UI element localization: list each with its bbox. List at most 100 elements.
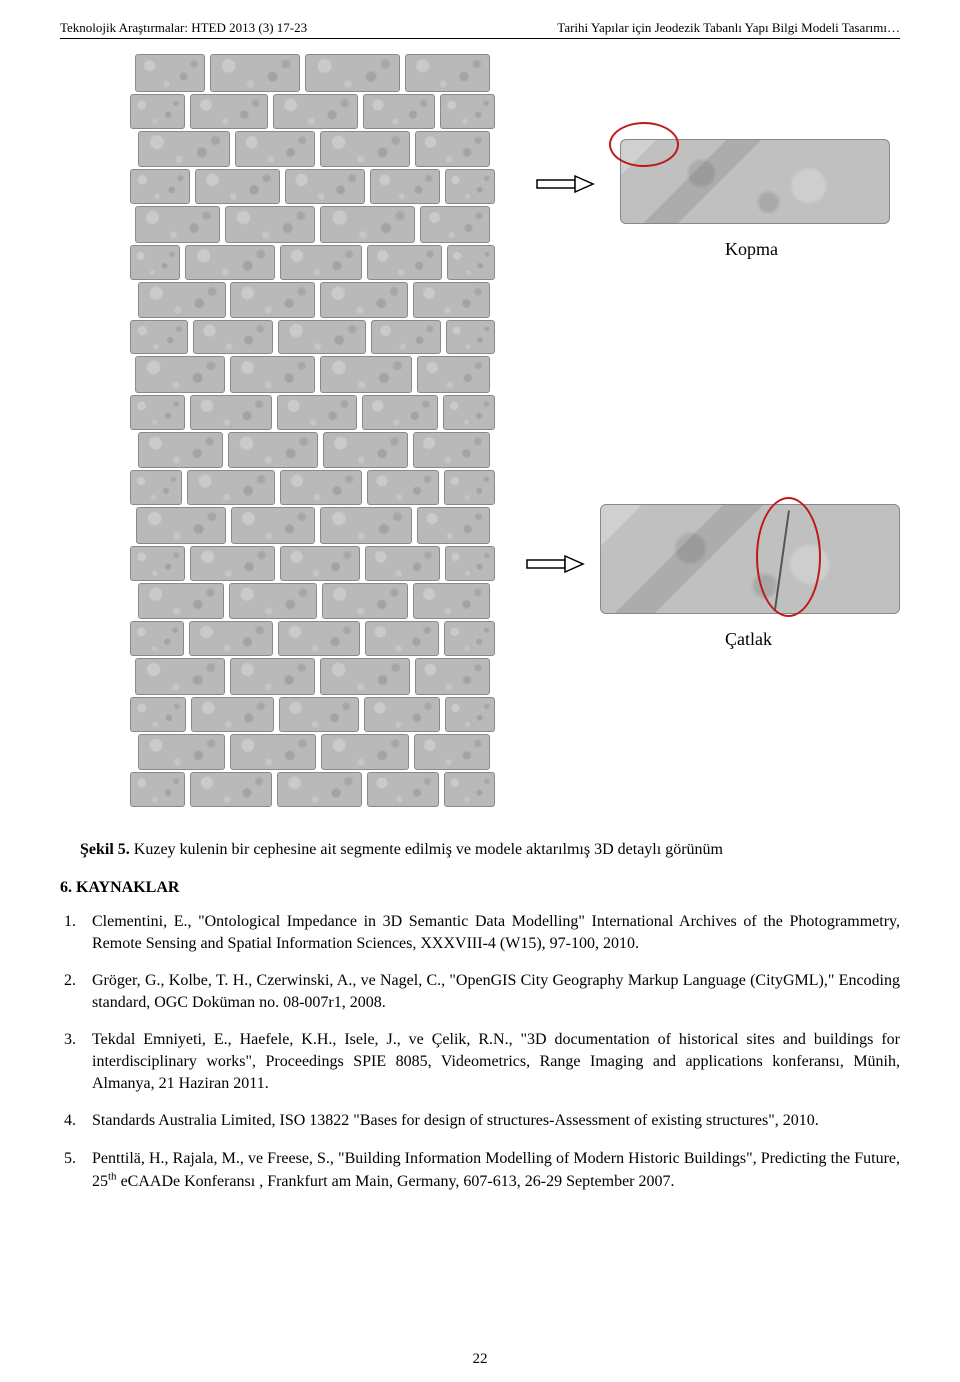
highlight-circle xyxy=(609,122,679,167)
reference-text: Clementini, E., "Ontological Impedance i… xyxy=(92,913,900,952)
page-header: Teknolojik Araştırmalar: HTED 2013 (3) 1… xyxy=(60,20,900,39)
stone xyxy=(230,734,316,770)
stone xyxy=(130,245,180,280)
stone xyxy=(230,658,315,695)
header-right: Tarihi Yapılar için Jeodezik Tabanlı Yap… xyxy=(557,20,900,36)
detail-kopma xyxy=(620,139,890,224)
stone xyxy=(130,320,188,354)
stone xyxy=(365,621,439,656)
stone xyxy=(320,206,415,243)
stone xyxy=(130,621,184,656)
stone xyxy=(187,470,275,505)
stone xyxy=(444,772,495,807)
stone xyxy=(323,432,408,468)
stone xyxy=(130,94,185,129)
stone xyxy=(135,356,225,393)
header-left: Teknolojik Araştırmalar: HTED 2013 (3) 1… xyxy=(60,20,307,36)
stone xyxy=(277,772,362,807)
stone xyxy=(228,432,318,468)
stone xyxy=(414,734,490,770)
reference-item: 2.Gröger, G., Kolbe, T. H., Czerwinski, … xyxy=(92,970,900,1013)
reference-item: 5.Penttilä, H., Rajala, M., ve Freese, S… xyxy=(92,1148,900,1193)
reference-number: 5. xyxy=(64,1148,76,1170)
stone xyxy=(417,507,490,544)
stone xyxy=(190,546,275,581)
stone xyxy=(320,131,410,167)
stone xyxy=(135,658,225,695)
stone xyxy=(130,395,185,430)
label-catlak: Çatlak xyxy=(725,629,772,650)
stone xyxy=(447,245,495,280)
stone xyxy=(280,245,362,280)
stone xyxy=(279,697,359,732)
stone xyxy=(130,169,190,204)
stone xyxy=(415,658,490,695)
reference-list: 1. Clementini, E., "Ontological Impedance… xyxy=(60,911,900,1192)
stone xyxy=(135,206,220,243)
stone xyxy=(138,131,230,167)
figure-caption: Şekil 5. Kuzey kulenin bir cephesine ait… xyxy=(60,841,900,859)
detail-catlak xyxy=(600,504,900,614)
stone xyxy=(420,206,490,243)
stone xyxy=(230,356,315,393)
stone xyxy=(362,395,438,430)
stone xyxy=(193,320,273,354)
stone xyxy=(130,697,186,732)
stone xyxy=(443,395,495,430)
stone xyxy=(367,470,439,505)
stone xyxy=(445,169,495,204)
caption-text: Kuzey kulenin bir cephesine ait segmente… xyxy=(130,841,723,858)
stone xyxy=(285,169,365,204)
stone xyxy=(235,131,315,167)
reference-text: Tekdal Emniyeti, E., Haefele, K.H., Isel… xyxy=(92,1031,900,1091)
stone xyxy=(367,245,442,280)
stone xyxy=(440,94,495,129)
stone xyxy=(191,697,274,732)
stone xyxy=(444,470,495,505)
stone xyxy=(320,507,412,544)
arrow-icon xyxy=(525,554,585,579)
figure-5: Kopma Çatlak xyxy=(60,49,900,829)
reference-text: Penttilä, H., Rajala, M., ve Freese, S.,… xyxy=(92,1150,900,1190)
stone xyxy=(405,54,490,92)
stone xyxy=(445,546,495,581)
stone xyxy=(367,772,439,807)
stone xyxy=(195,169,280,204)
stone xyxy=(278,621,360,656)
stone xyxy=(364,697,440,732)
stone xyxy=(413,282,490,318)
stone xyxy=(322,583,408,619)
wall-diagram xyxy=(130,54,500,824)
arrow-icon xyxy=(535,174,595,199)
stone xyxy=(138,432,223,468)
reference-item: 3.Tekdal Emniyeti, E., Haefele, K.H., Is… xyxy=(92,1029,900,1094)
stone xyxy=(230,282,315,318)
page-number: 22 xyxy=(0,1351,960,1368)
reference-number: 4. xyxy=(64,1110,76,1132)
stone xyxy=(365,546,440,581)
reference-number: 2. xyxy=(64,970,76,992)
stone xyxy=(185,245,275,280)
stone xyxy=(130,470,182,505)
stone xyxy=(273,94,358,129)
stone xyxy=(138,734,225,770)
stone xyxy=(229,583,317,619)
stone xyxy=(135,54,205,92)
stone xyxy=(446,320,495,354)
stone xyxy=(136,507,226,544)
stone xyxy=(231,507,315,544)
stone xyxy=(413,432,490,468)
reference-number: 3. xyxy=(64,1029,76,1051)
stone xyxy=(413,583,490,619)
stone xyxy=(190,94,268,129)
stone xyxy=(415,131,490,167)
stone xyxy=(363,94,435,129)
stone xyxy=(190,395,272,430)
stone xyxy=(321,734,409,770)
stone xyxy=(130,546,185,581)
stone xyxy=(190,772,272,807)
reference-number: 1. xyxy=(64,911,76,933)
stone xyxy=(444,621,495,656)
stone xyxy=(138,583,224,619)
stone xyxy=(278,320,366,354)
